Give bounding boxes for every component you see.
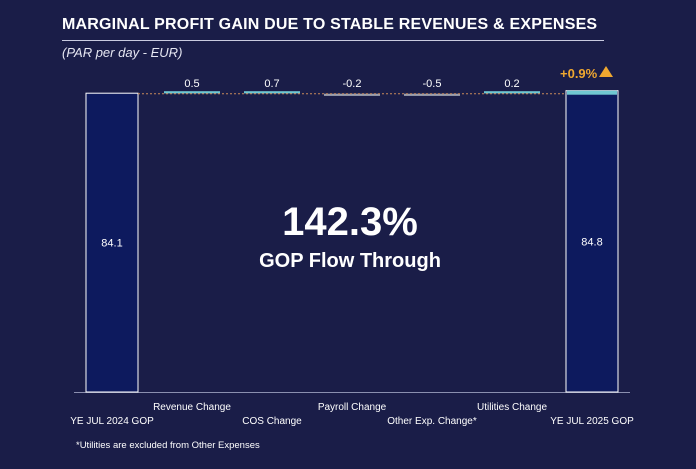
bar-end-gain-slice: [567, 90, 617, 95]
flow-through-value: 142.3%: [282, 200, 418, 244]
x-tick-label: YE JUL 2024 GOP: [70, 416, 154, 427]
chart-subtitle: (PAR per day - EUR): [62, 45, 183, 60]
bar-delta: [244, 91, 300, 94]
x-tick-label: Utilities Change: [477, 402, 547, 413]
footnote: *Utilities are excluded from Other Expen…: [76, 440, 260, 451]
flow-through-label: GOP Flow Through: [259, 250, 441, 272]
change-badge: +0.9%: [560, 66, 614, 81]
bar-start-total: [85, 92, 139, 393]
bar-value-label: 0.5: [184, 78, 199, 90]
bar-delta: [404, 93, 460, 96]
x-tick-label: COS Change: [242, 416, 302, 427]
title-divider: [62, 40, 604, 41]
bar-value-label: 84.8: [581, 236, 602, 248]
bar-delta: [484, 91, 540, 94]
x-tick-label: Revenue Change: [153, 402, 231, 413]
bar-value-label: 84.1: [101, 238, 122, 250]
x-tick-label: Other Exp. Change*: [387, 416, 477, 427]
bar-delta: [324, 93, 380, 96]
chart-title: MARGINAL PROFIT GAIN DUE TO STABLE REVEN…: [62, 16, 598, 33]
x-tick-label: YE JUL 2025 GOP: [550, 416, 634, 427]
change-badge-value: +0.9%: [560, 66, 598, 81]
up-triangle-icon: [599, 66, 614, 77]
bar-value-label: 0.2: [504, 78, 519, 90]
x-tick-label: Payroll Change: [318, 402, 387, 413]
bar-delta: [164, 91, 220, 94]
bar-value-label: 0.7: [264, 78, 279, 90]
bar-value-label: -0.2: [343, 78, 362, 90]
bar-value-label: -0.5: [423, 78, 442, 90]
